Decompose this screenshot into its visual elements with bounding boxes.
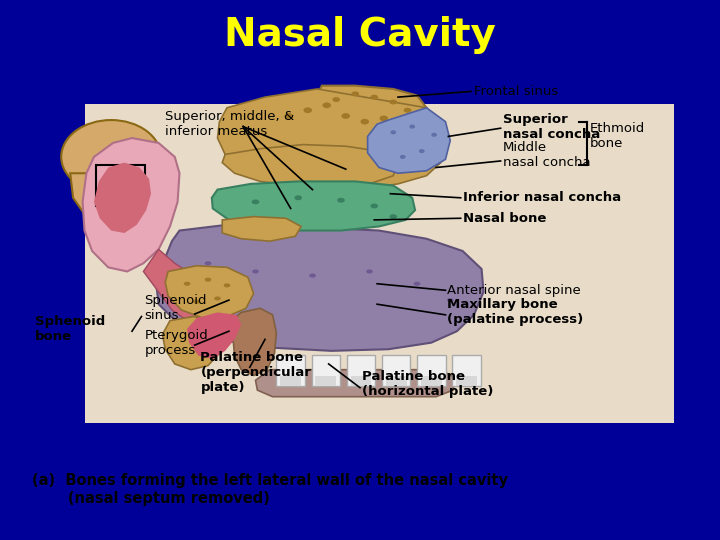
- Ellipse shape: [323, 103, 331, 108]
- Ellipse shape: [309, 273, 316, 278]
- Bar: [382, 355, 410, 386]
- Ellipse shape: [414, 282, 420, 286]
- Text: Nasal bone: Nasal bone: [463, 212, 546, 225]
- Bar: [456, 376, 477, 386]
- Ellipse shape: [361, 119, 369, 125]
- Ellipse shape: [193, 300, 200, 304]
- Polygon shape: [222, 217, 301, 241]
- Bar: [312, 355, 340, 386]
- Ellipse shape: [214, 296, 221, 301]
- Ellipse shape: [284, 113, 293, 119]
- Ellipse shape: [410, 125, 415, 129]
- Polygon shape: [315, 86, 426, 130]
- Ellipse shape: [337, 198, 345, 202]
- Polygon shape: [368, 108, 450, 173]
- Ellipse shape: [294, 195, 302, 200]
- Ellipse shape: [371, 204, 378, 208]
- Text: Maxillary bone
(palatine process): Maxillary bone (palatine process): [447, 299, 584, 326]
- Ellipse shape: [390, 214, 397, 219]
- Ellipse shape: [431, 133, 437, 137]
- Polygon shape: [222, 145, 398, 187]
- Text: Palatine bone
(perpendicular
plate): Palatine bone (perpendicular plate): [200, 350, 311, 394]
- Ellipse shape: [224, 284, 230, 287]
- Text: Sphenoid
bone: Sphenoid bone: [35, 315, 105, 343]
- Bar: [420, 376, 441, 386]
- Bar: [452, 355, 481, 386]
- Ellipse shape: [184, 282, 190, 286]
- Ellipse shape: [390, 99, 397, 104]
- Text: Inferior nasal concha: Inferior nasal concha: [463, 191, 621, 204]
- Bar: [417, 355, 446, 386]
- Text: Sphenoid
sinus: Sphenoid sinus: [144, 294, 207, 322]
- Polygon shape: [166, 266, 253, 318]
- Text: Frontal sinus: Frontal sinus: [474, 85, 558, 98]
- Polygon shape: [143, 249, 212, 321]
- Ellipse shape: [252, 269, 258, 273]
- Ellipse shape: [341, 113, 350, 119]
- Ellipse shape: [390, 130, 396, 134]
- Ellipse shape: [379, 116, 388, 122]
- Polygon shape: [163, 316, 222, 370]
- Polygon shape: [94, 163, 151, 233]
- Bar: [96, 165, 145, 206]
- Text: Pterygoid
process: Pterygoid process: [144, 329, 208, 357]
- Ellipse shape: [303, 107, 312, 113]
- Ellipse shape: [404, 108, 411, 113]
- Bar: [386, 376, 407, 386]
- Ellipse shape: [204, 278, 212, 282]
- Text: Superior, middle, &
inferior meatus: Superior, middle, & inferior meatus: [166, 110, 294, 138]
- Polygon shape: [233, 308, 276, 375]
- Bar: [351, 376, 372, 386]
- Ellipse shape: [371, 94, 378, 99]
- Text: Palatine bone
(horizontal plate): Palatine bone (horizontal plate): [362, 369, 493, 397]
- Bar: [280, 376, 301, 386]
- Ellipse shape: [252, 199, 259, 204]
- Ellipse shape: [204, 261, 212, 265]
- Ellipse shape: [351, 91, 359, 96]
- Bar: [315, 376, 336, 386]
- Text: Middle
nasal concha: Middle nasal concha: [503, 141, 590, 169]
- Ellipse shape: [447, 298, 454, 302]
- Polygon shape: [187, 312, 241, 359]
- Ellipse shape: [419, 149, 425, 153]
- Polygon shape: [256, 370, 455, 397]
- Text: Anterior nasal spine: Anterior nasal spine: [447, 284, 581, 297]
- Polygon shape: [212, 181, 415, 231]
- Polygon shape: [71, 173, 153, 220]
- Text: (a)  Bones forming the left lateral wall of the nasal cavity
       (nasal septu: (a) Bones forming the left lateral wall …: [32, 473, 508, 505]
- Polygon shape: [83, 138, 179, 272]
- Ellipse shape: [366, 269, 373, 273]
- Ellipse shape: [333, 97, 340, 102]
- Polygon shape: [156, 225, 484, 351]
- Bar: [347, 355, 375, 386]
- Text: Superior
nasal concha: Superior nasal concha: [503, 112, 600, 140]
- Ellipse shape: [400, 155, 405, 159]
- Bar: [84, 104, 673, 423]
- Text: Nasal Cavity: Nasal Cavity: [224, 16, 496, 54]
- Polygon shape: [217, 89, 446, 190]
- Ellipse shape: [61, 120, 161, 194]
- Bar: [276, 355, 305, 386]
- Ellipse shape: [91, 158, 112, 172]
- Text: Ethmoid
bone: Ethmoid bone: [590, 123, 645, 151]
